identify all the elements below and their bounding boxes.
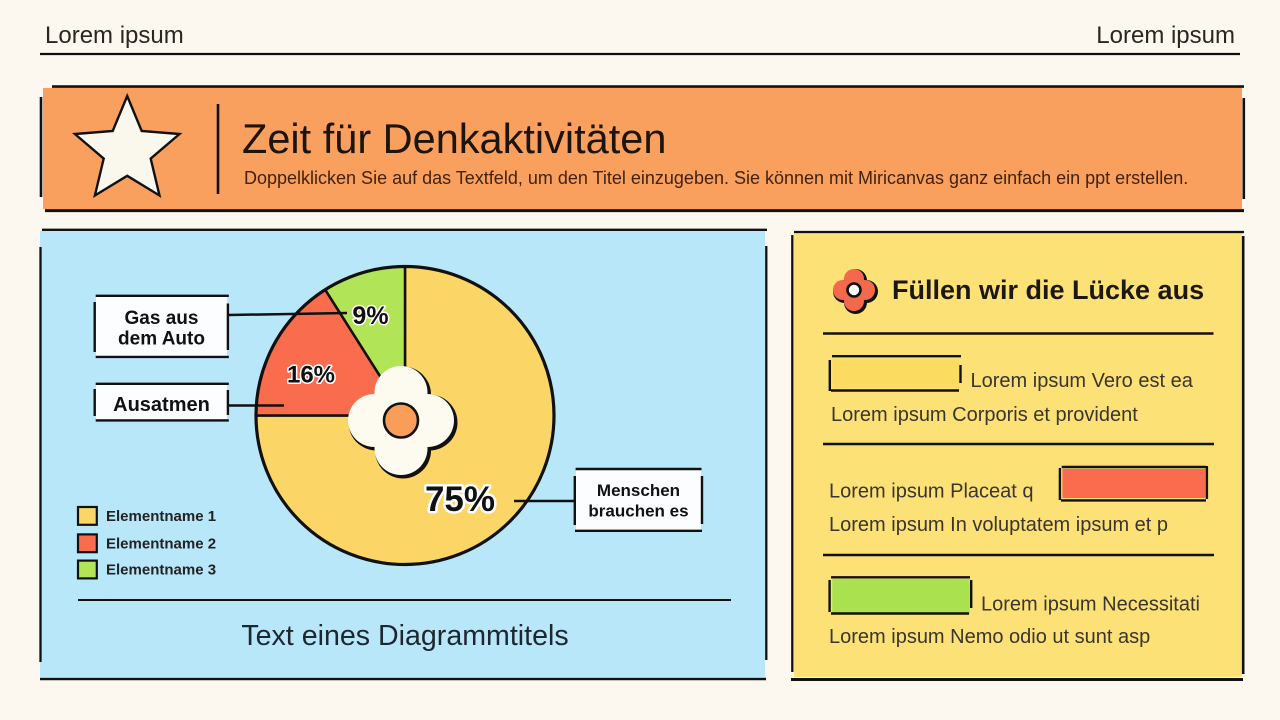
svg-text:9%: 9% (352, 302, 388, 330)
svg-text:Gas aus: Gas aus (125, 308, 199, 329)
svg-text:Lorem ipsum Placeat q: Lorem ipsum Placeat q (829, 480, 1034, 502)
svg-text:Lorem ipsum In voluptatem ipsu: Lorem ipsum In voluptatem ipsum et p (829, 514, 1168, 536)
svg-text:Elementname 3: Elementname 3 (106, 562, 216, 579)
svg-text:Lorem ipsum: Lorem ipsum (45, 22, 184, 49)
svg-text:dem Auto: dem Auto (118, 329, 205, 350)
svg-text:Lorem ipsum Vero est ea: Lorem ipsum Vero est ea (971, 370, 1194, 392)
svg-text:Lorem ipsum: Lorem ipsum (1096, 22, 1235, 49)
svg-text:Lorem ipsum Nemo odio ut sunt: Lorem ipsum Nemo odio ut sunt asp (829, 626, 1150, 648)
svg-text:Lorem ipsum Necessitati: Lorem ipsum Necessitati (981, 594, 1200, 616)
svg-text:Doppelklicken Sie auf das Text: Doppelklicken Sie auf das Textfeld, um d… (244, 168, 1188, 188)
svg-text:75%: 75% (425, 480, 495, 519)
svg-text:Text eines Diagrammtitels: Text eines Diagrammtitels (241, 620, 568, 652)
svg-text:Menschen: Menschen (597, 481, 680, 500)
svg-text:Zeit für Denkaktivitäten: Zeit für Denkaktivitäten (242, 115, 666, 162)
svg-text:Elementname 1: Elementname 1 (106, 508, 216, 525)
svg-text:Elementname 2: Elementname 2 (106, 535, 216, 552)
svg-text:Ausatmen: Ausatmen (113, 394, 210, 416)
svg-text:Lorem ipsum Corporis et provid: Lorem ipsum Corporis et provident (831, 404, 1138, 426)
svg-text:Füllen wir die Lücke aus: Füllen wir die Lücke aus (892, 275, 1204, 305)
svg-text:16%: 16% (287, 362, 335, 389)
svg-text:brauchen es: brauchen es (588, 502, 688, 521)
